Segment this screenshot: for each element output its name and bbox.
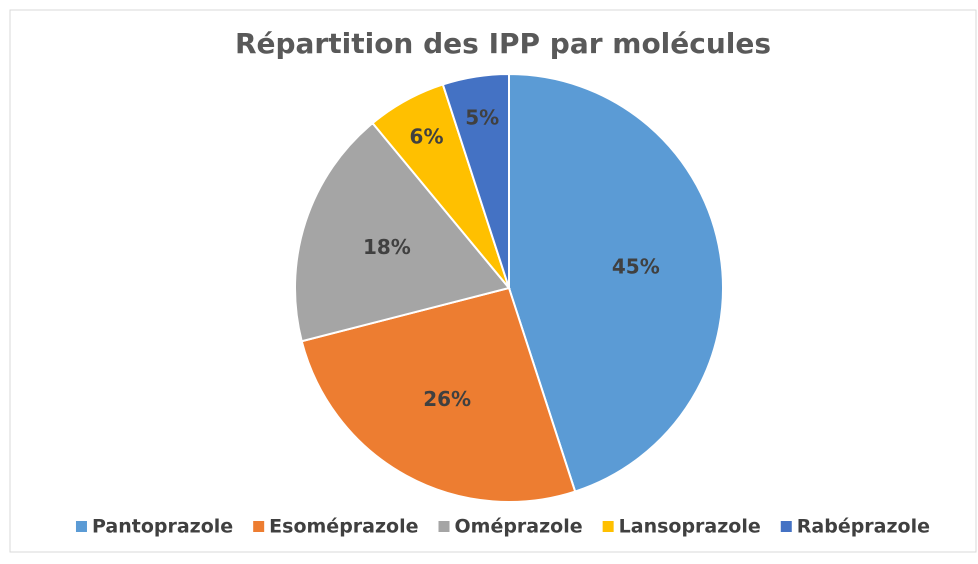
legend-label: Lansoprazole: [619, 516, 761, 538]
chart-title: Répartition des IPP par molécules: [235, 27, 771, 60]
pie-slice: [294, 121, 511, 343]
legend-swatch: [780, 521, 792, 532]
legend-label: Esoméprazole: [269, 516, 418, 538]
legend-swatch: [438, 521, 450, 532]
data-label: 26%: [423, 387, 471, 411]
legend-swatch: [75, 521, 87, 532]
data-label: 5%: [465, 105, 499, 129]
legend-label: Oméprazole: [455, 516, 583, 538]
legend-label: Pantoprazole: [92, 516, 233, 538]
data-label: 18%: [363, 235, 411, 259]
legend-swatch: [602, 521, 614, 532]
legend-swatch: [253, 521, 265, 532]
legend-label: Rabéprazole: [797, 516, 930, 538]
data-label: 6%: [410, 124, 444, 148]
pie-slice: [508, 72, 724, 493]
data-label: 45%: [612, 254, 660, 278]
pie-slice: [441, 72, 510, 289]
pie-slice: [300, 286, 577, 503]
